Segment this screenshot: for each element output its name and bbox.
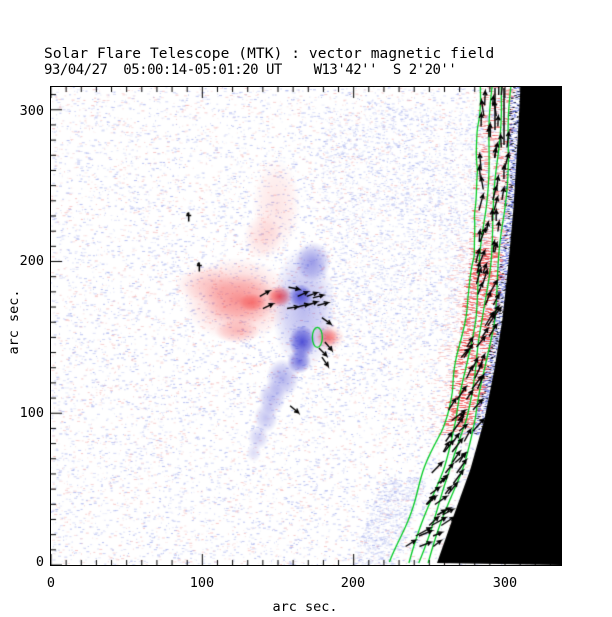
figure-title: Solar Flare Telescope (MTK) : vector mag…	[44, 46, 495, 62]
x-tick-200: 200	[340, 575, 366, 591]
figure-subtitle: 93/04/27 05:00:14-05:01:20 UT W13'42'' S…	[44, 62, 457, 78]
y-tick-200: 200	[19, 253, 44, 269]
x-axis-label: arc sec.	[272, 599, 338, 615]
y-axis-label: arc sec.	[6, 289, 22, 355]
y-tick-100: 100	[19, 405, 44, 421]
y-tick-300: 300	[19, 103, 44, 119]
x-tick-100: 100	[189, 575, 215, 591]
magnetogram-canvas	[51, 87, 561, 565]
x-tick-0: 0	[46, 575, 56, 591]
plot-frame	[50, 86, 562, 566]
y-tick-0: 0	[35, 554, 44, 570]
x-tick-300: 300	[492, 575, 518, 591]
